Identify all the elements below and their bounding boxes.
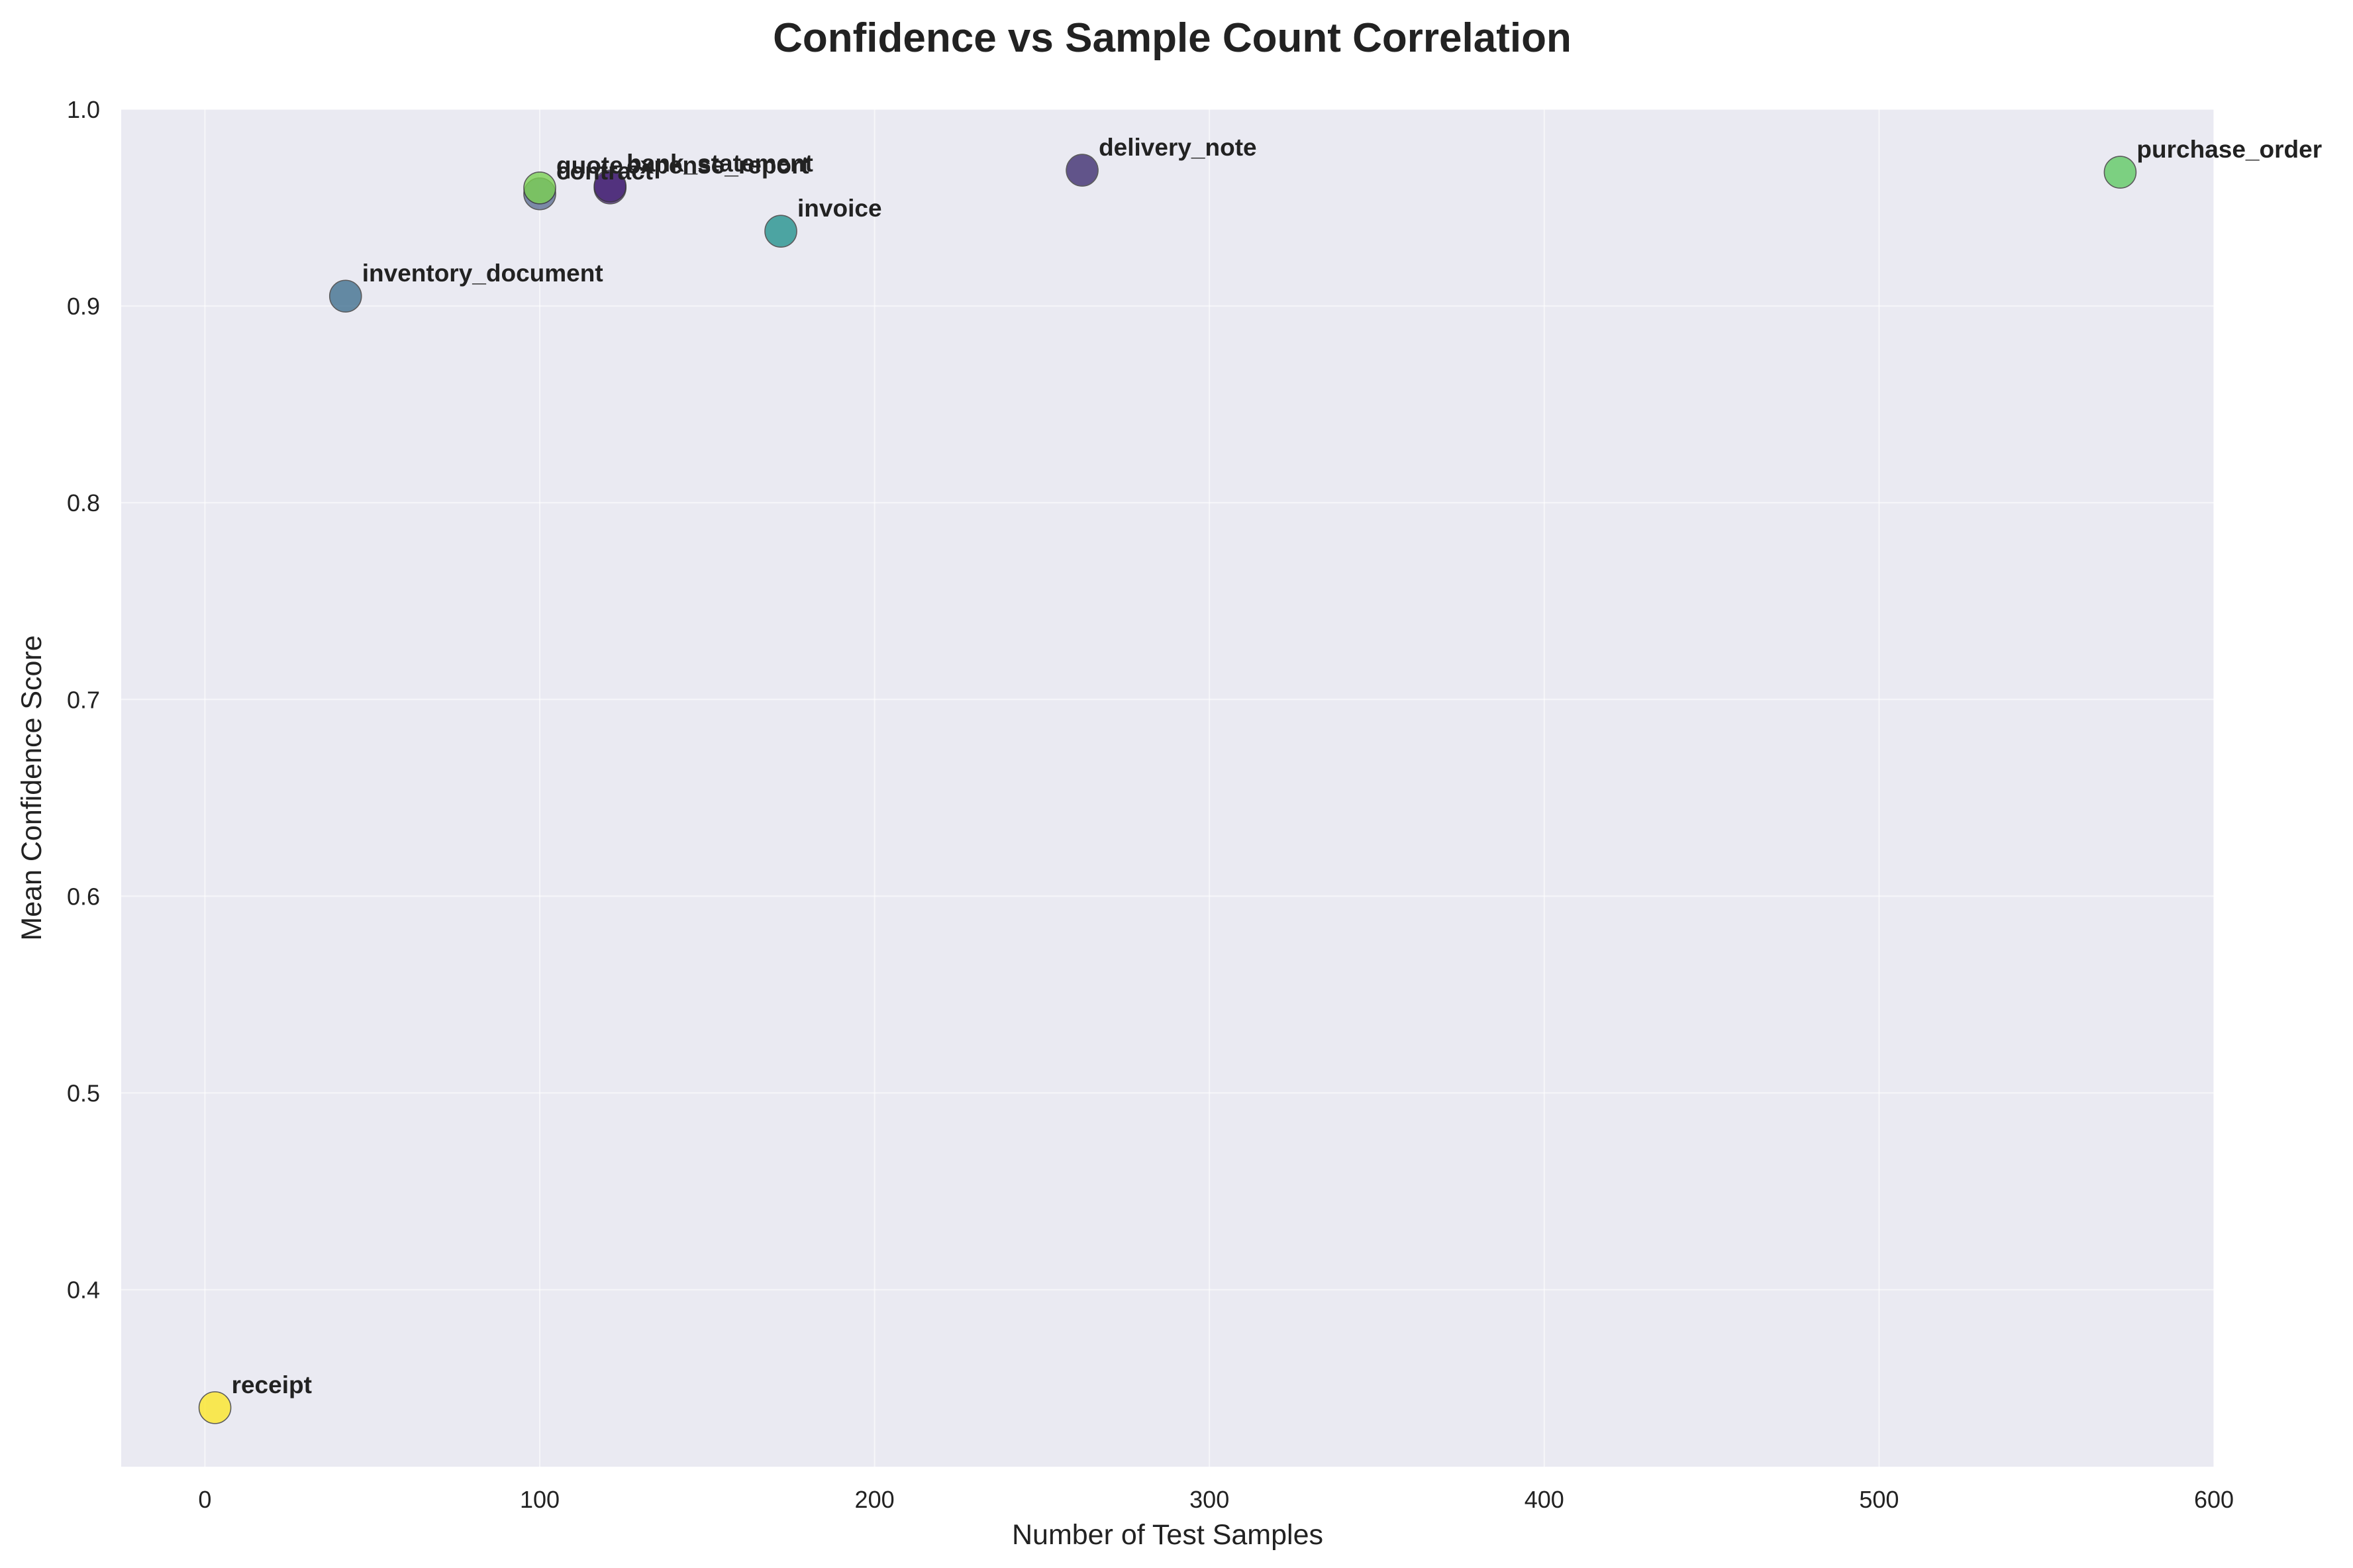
x-tick-label: 0 bbox=[198, 1486, 211, 1513]
data-point bbox=[523, 172, 556, 205]
y-tick-label: 0.4 bbox=[67, 1277, 100, 1304]
point-label: contract bbox=[556, 158, 653, 185]
x-tick-label: 600 bbox=[2194, 1486, 2234, 1513]
point-label: inventory_document bbox=[362, 260, 603, 287]
data-points bbox=[198, 154, 2137, 1424]
y-tick-labels: 0.4 0.5 0.6 0.7 0.8 0.9 1.0 bbox=[67, 96, 100, 1304]
point-label: bank_statement bbox=[626, 150, 813, 177]
x-tick-label: 500 bbox=[1859, 1486, 1899, 1513]
data-point bbox=[328, 279, 362, 313]
y-tick-label: 0.5 bbox=[67, 1080, 100, 1107]
point-label: purchase_order bbox=[2136, 136, 2322, 163]
y-tick-label: 0.6 bbox=[67, 883, 100, 910]
point-label: delivery_note bbox=[1099, 134, 1257, 161]
point-label: invoice bbox=[797, 195, 882, 222]
point-label: quote bbox=[556, 152, 623, 179]
y-axis-label: Mean Confidence Score bbox=[16, 635, 48, 940]
point-label: receipt bbox=[232, 1371, 312, 1398]
x-tick-label: 400 bbox=[1525, 1486, 1564, 1513]
x-tick-label: 200 bbox=[855, 1486, 895, 1513]
y-tick-label: 0.8 bbox=[67, 489, 100, 516]
point-label: expense_report bbox=[626, 152, 809, 179]
x-tick-label: 300 bbox=[1189, 1486, 1229, 1513]
grid bbox=[121, 109, 2215, 1467]
x-axis-label: Number of Test Samples bbox=[1012, 1519, 1323, 1551]
plot-background bbox=[121, 109, 2214, 1467]
chart-title: Confidence vs Sample Count Correlation bbox=[773, 15, 1572, 61]
y-tick-label: 1.0 bbox=[67, 96, 100, 123]
data-point bbox=[198, 1391, 232, 1424]
x-tick-label: 100 bbox=[520, 1486, 560, 1513]
data-point bbox=[2103, 156, 2137, 189]
x-tick-labels: 0 100 200 300 400 500 600 bbox=[198, 1486, 2234, 1513]
data-point bbox=[593, 170, 626, 203]
y-tick-label: 0.7 bbox=[67, 686, 100, 713]
y-tick-label: 0.9 bbox=[67, 293, 100, 320]
data-point bbox=[764, 215, 797, 248]
data-point bbox=[1066, 154, 1099, 187]
